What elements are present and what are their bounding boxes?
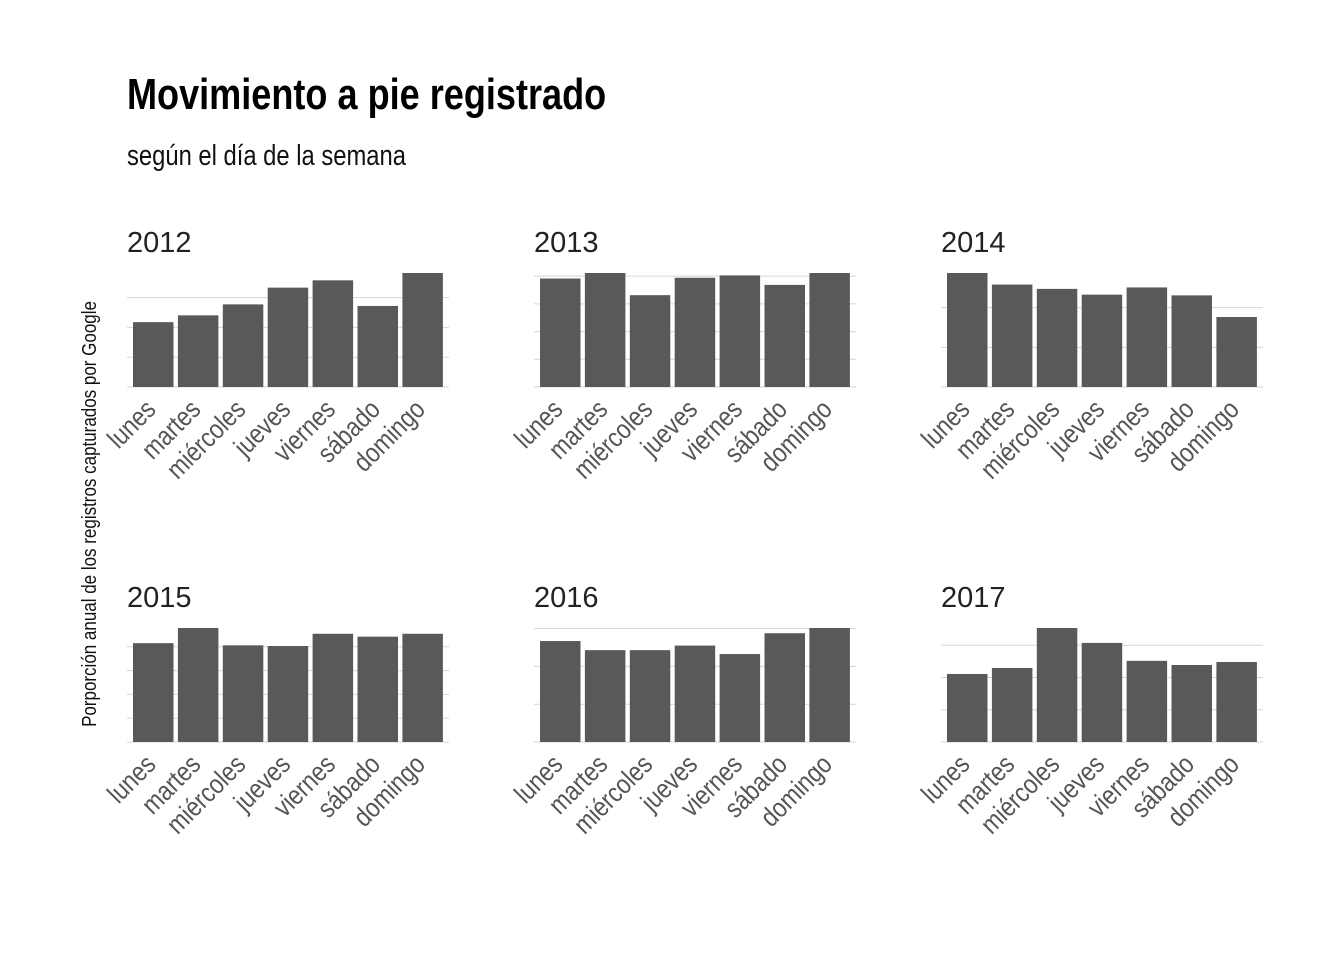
bar-2014-miércoles bbox=[1036, 288, 1078, 387]
panel-2015: 2015lunesmartesmiércolesjuevesviernessáb… bbox=[102, 582, 449, 840]
bar-2017-miércoles bbox=[1036, 628, 1078, 742]
bar-2012-miércoles bbox=[222, 304, 264, 387]
bar-2013-jueves bbox=[674, 277, 716, 387]
bar-2014-jueves bbox=[1081, 294, 1123, 387]
bar-2013-viernes bbox=[719, 275, 761, 387]
bar-2017-viernes bbox=[1126, 660, 1168, 742]
bar-2015-sábado bbox=[357, 636, 398, 742]
bar-2014-viernes bbox=[1126, 287, 1168, 387]
bar-2013-lunes bbox=[540, 278, 581, 387]
bar-2013-domingo bbox=[809, 273, 850, 387]
bar-2017-sábado bbox=[1171, 665, 1212, 742]
bar-2012-viernes bbox=[312, 280, 354, 387]
panel-title: 2013 bbox=[534, 227, 599, 259]
bar-2014-lunes bbox=[947, 273, 988, 387]
bar-2016-miércoles bbox=[629, 650, 671, 742]
bar-2017-lunes bbox=[947, 673, 988, 742]
panel-title: 2015 bbox=[127, 582, 192, 614]
bar-2015-martes bbox=[177, 628, 219, 742]
bar-2017-domingo bbox=[1216, 662, 1257, 742]
bar-2014-domingo bbox=[1216, 317, 1257, 387]
bar-2016-martes bbox=[584, 650, 626, 742]
chart-subtitle: según el día de la semana bbox=[127, 140, 406, 172]
bar-2015-domingo bbox=[402, 633, 443, 742]
bar-2012-domingo bbox=[402, 273, 443, 387]
bar-2014-martes bbox=[991, 284, 1033, 387]
bar-2017-martes bbox=[991, 667, 1033, 742]
bar-2015-jueves bbox=[267, 646, 309, 742]
bar-2013-martes bbox=[584, 273, 626, 387]
bar-2015-viernes bbox=[312, 633, 354, 742]
bar-2016-sábado bbox=[764, 633, 805, 742]
bar-2015-lunes bbox=[133, 643, 174, 742]
panel-2016: 2016lunesmartesmiércolesjuevesviernessáb… bbox=[509, 582, 856, 840]
panel-2012: 2012lunesmartesmiércolesjuevesviernessáb… bbox=[102, 227, 449, 485]
panel-title: 2012 bbox=[127, 227, 192, 259]
chart-title: Movimiento a pie registrado bbox=[127, 70, 607, 119]
bar-2013-miércoles bbox=[629, 295, 671, 387]
panel-2017: 2017lunesmartesmiércolesjuevesviernessáb… bbox=[916, 582, 1263, 840]
panel-title: 2016 bbox=[534, 582, 599, 614]
bar-2016-lunes bbox=[540, 641, 581, 742]
bar-2014-sábado bbox=[1171, 295, 1212, 387]
bar-2016-jueves bbox=[674, 645, 716, 742]
bar-2013-sábado bbox=[764, 284, 805, 387]
panel-title: 2017 bbox=[941, 582, 1006, 614]
bar-2017-jueves bbox=[1081, 642, 1123, 742]
bar-2012-lunes bbox=[133, 322, 174, 387]
panel-2013: 2013lunesmartesmiércolesjuevesviernessáb… bbox=[509, 227, 856, 485]
bar-2016-viernes bbox=[719, 654, 761, 742]
bar-2015-miércoles bbox=[222, 645, 264, 742]
panel-title: 2014 bbox=[941, 227, 1006, 259]
y-axis-label: Porporción anual de los registros captur… bbox=[78, 301, 101, 727]
bar-2012-martes bbox=[177, 315, 219, 387]
panel-2014: 2014lunesmartesmiércolesjuevesviernessáb… bbox=[916, 227, 1263, 485]
bar-2012-jueves bbox=[267, 287, 309, 387]
bar-2012-sábado bbox=[357, 305, 398, 387]
bar-2016-domingo bbox=[809, 628, 850, 742]
